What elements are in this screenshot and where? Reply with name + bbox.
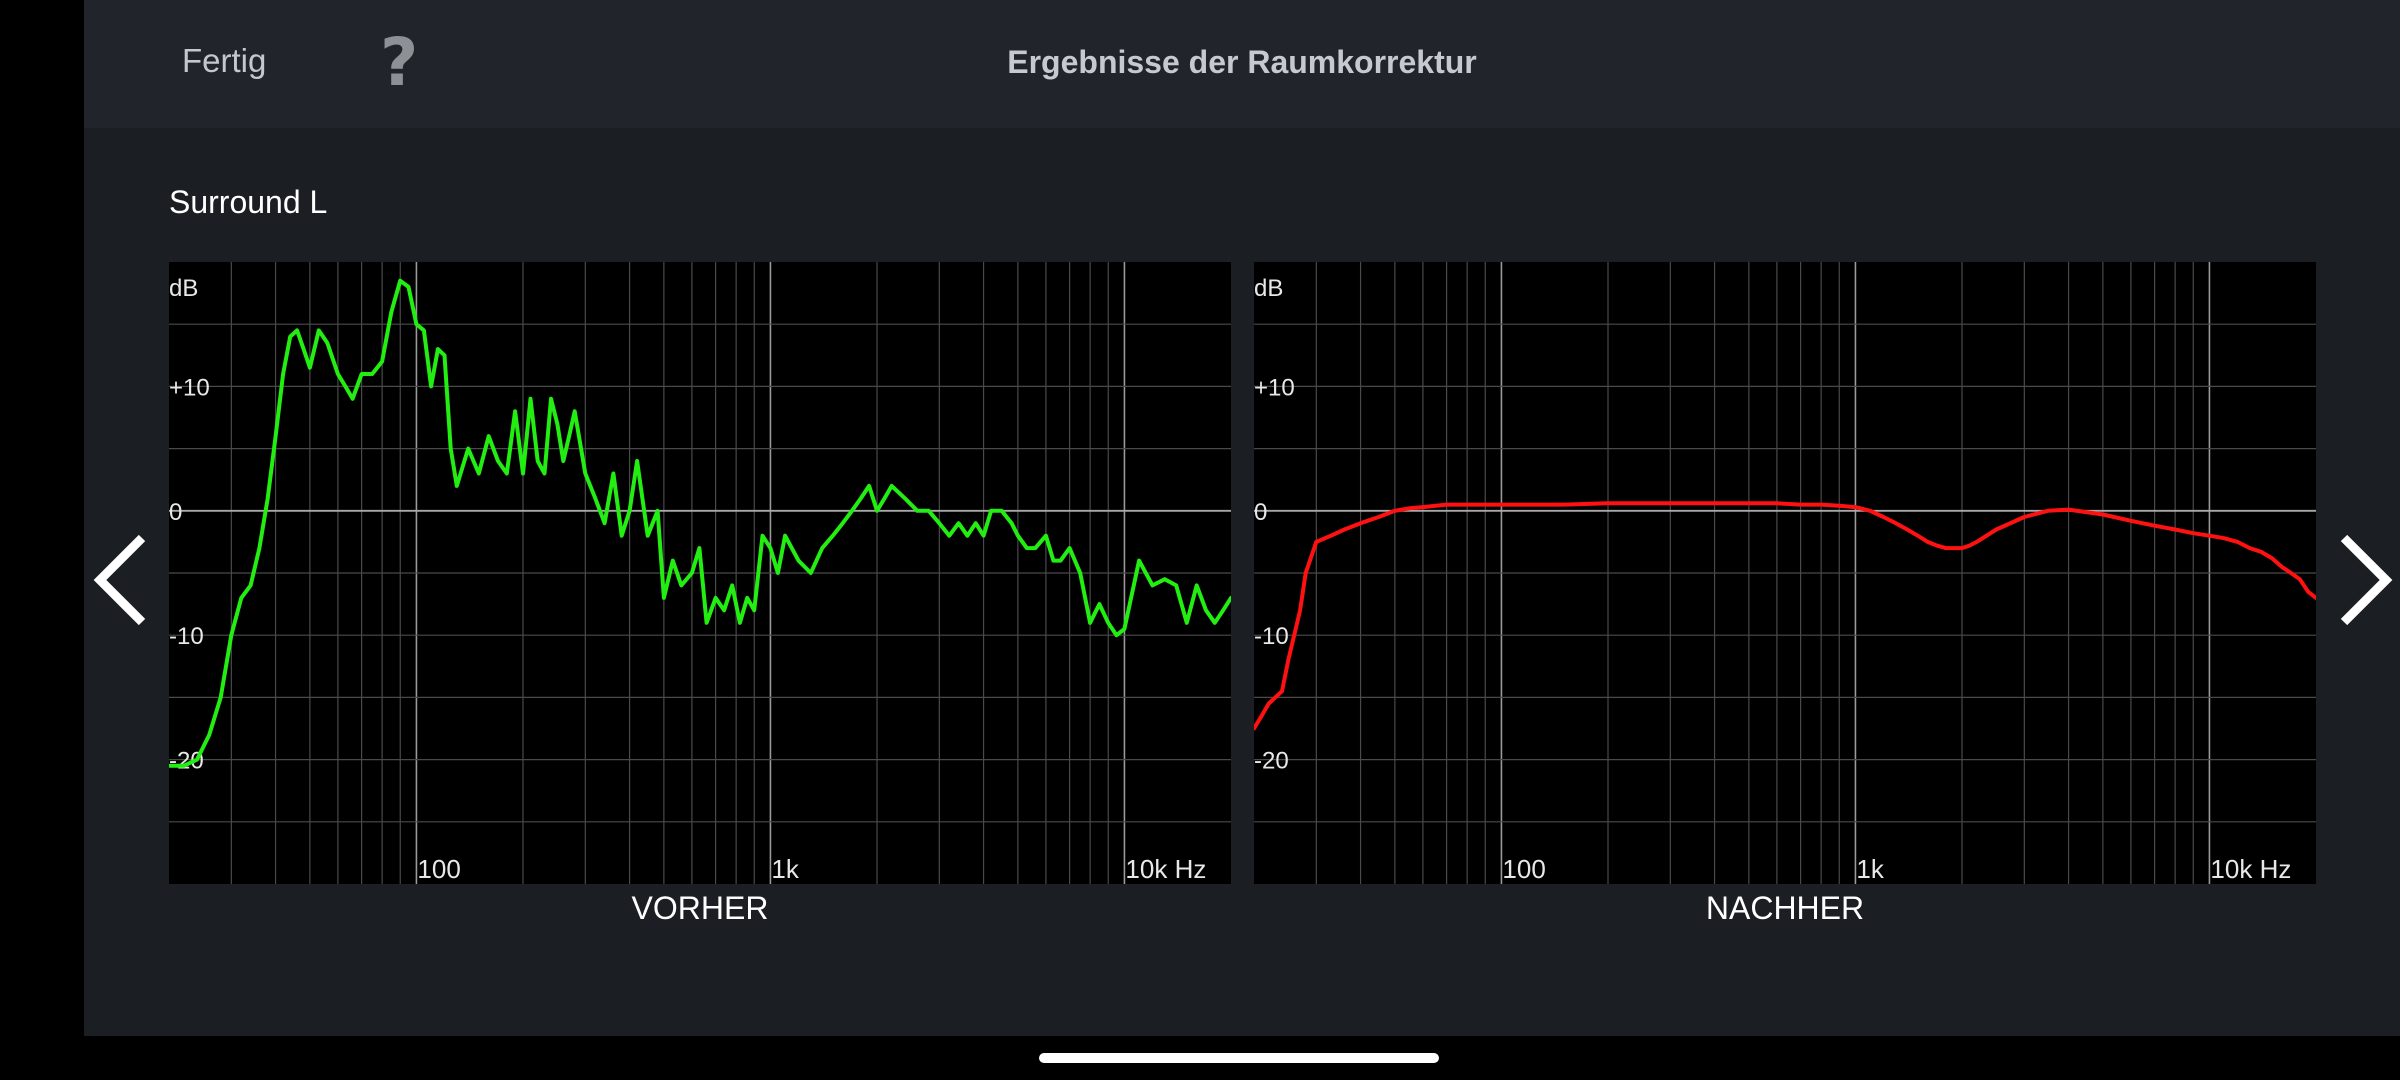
help-icon[interactable]: ?: [380, 24, 419, 101]
y-tick-label: 0: [1254, 499, 1267, 526]
top-bar: Fertig ? Ergebnisse der Raumkorrektur: [84, 0, 2400, 128]
chart-after-label: NACHHER: [1705, 890, 1865, 926]
y-tick-label: -10: [169, 623, 204, 650]
next-speaker-button[interactable]: [2334, 530, 2394, 630]
chart-before-label: VORHER: [631, 890, 769, 926]
done-button[interactable]: Fertig: [182, 42, 267, 79]
y-tick-label: 0: [169, 499, 182, 526]
x-tick-label: 100: [417, 854, 460, 884]
after-response-line: [1254, 501, 2316, 731]
x-tick-label: 100: [1502, 854, 1545, 884]
y-tick-label: +10: [169, 374, 210, 401]
y-tick-label: +10: [1254, 374, 1295, 401]
x-tick-label: 1k: [1856, 854, 1884, 884]
chart-before-plot: dB +10 0 -10 -20 100 1k 10k Hz: [169, 262, 1231, 884]
x-tick-label: 10k Hz: [2210, 854, 2291, 884]
grid: [1254, 262, 2316, 884]
previous-speaker-button[interactable]: [92, 530, 152, 630]
x-tick-label: 10k Hz: [1125, 854, 1206, 884]
home-indicator[interactable]: [1039, 1053, 1439, 1063]
chevron-left-icon: [93, 534, 146, 626]
y-tick-label: -20: [1254, 748, 1289, 775]
chart-before: dB +10 0 -10 -20 100 1k 10k Hz: [169, 262, 1231, 884]
speaker-name: Surround L: [169, 184, 328, 220]
y-tick-label: -20: [169, 748, 204, 775]
y-tick-label: -10: [1254, 623, 1289, 650]
chart-after: dB +10 0 -10 -20 100 1k 10k Hz: [1254, 262, 2316, 884]
x-tick-label: 1k: [771, 854, 799, 884]
y-axis-label: dB: [1254, 275, 1283, 302]
chart-after-plot: dB +10 0 -10 -20 100 1k 10k Hz: [1254, 262, 2316, 884]
page-title: Ergebnisse der Raumkorrektur: [1007, 44, 1477, 80]
before-response-line: [169, 278, 1231, 768]
chevron-right-icon: [2340, 534, 2393, 626]
y-axis-label: dB: [169, 275, 198, 302]
